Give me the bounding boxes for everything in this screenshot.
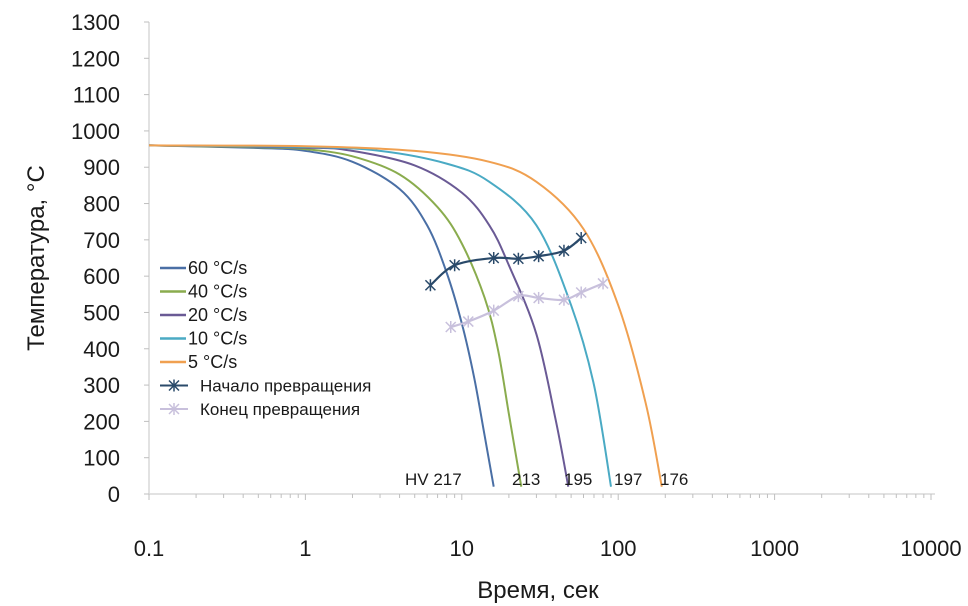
hv-annotation-1: 213 bbox=[512, 470, 540, 489]
x-tick-label: 0.1 bbox=[134, 536, 165, 561]
legend-label-5: Начало превращения bbox=[200, 377, 371, 396]
hv-annotation-4: 176 bbox=[660, 470, 688, 489]
series-point-6 bbox=[558, 293, 570, 306]
hv-annotation-2: 195 bbox=[564, 470, 592, 489]
legend-label-4: 5 °C/s bbox=[188, 352, 237, 372]
axis-ticks bbox=[144, 21, 932, 500]
series-point-6 bbox=[462, 315, 474, 328]
series-line-5 bbox=[429, 237, 582, 287]
hardness-annotations: HV 217 213 195 197 176 bbox=[405, 470, 688, 489]
y-tick-label: 1200 bbox=[71, 46, 120, 71]
series-point-6 bbox=[445, 320, 457, 333]
y-tick-labels: 0 100 200 300 400 500 600 700 800 900 1000 1100 1200… bbox=[71, 10, 120, 507]
series-point-5 bbox=[424, 279, 436, 292]
series-point-6 bbox=[533, 291, 545, 304]
y-tick-label: 1000 bbox=[71, 119, 120, 144]
x-axis-label: Время, сек bbox=[477, 577, 599, 604]
series-point-5 bbox=[533, 250, 545, 263]
legend-label-0: 60 °C/s bbox=[188, 258, 247, 278]
legend-marker-5 bbox=[168, 379, 180, 392]
x-tick-label: 10 bbox=[450, 536, 474, 561]
series-point-5 bbox=[575, 232, 587, 245]
y-tick-label: 500 bbox=[83, 300, 120, 325]
series-point-5 bbox=[449, 259, 461, 272]
x-tick-label: 1000 bbox=[750, 536, 799, 561]
y-tick-label: 900 bbox=[83, 155, 120, 180]
y-tick-label: 1100 bbox=[73, 83, 120, 108]
y-tick-label: 1300 bbox=[71, 10, 120, 35]
series-point-6 bbox=[488, 304, 500, 317]
series-point-6 bbox=[575, 286, 587, 299]
series-point-6 bbox=[512, 290, 524, 303]
y-tick-label: 400 bbox=[83, 337, 120, 362]
legend-label-2: 20 °C/s bbox=[188, 305, 247, 325]
y-tick-label: 300 bbox=[83, 373, 120, 398]
x-tick-label: 10000 bbox=[900, 536, 961, 561]
y-tick-label: 200 bbox=[83, 409, 120, 434]
legend-label-6: Конец превращения bbox=[200, 400, 360, 419]
y-tick-label: 600 bbox=[83, 264, 120, 289]
hv-annotation-3: 197 bbox=[614, 470, 642, 489]
y-tick-label: 700 bbox=[83, 228, 120, 253]
y-axis-label: Температура, °C bbox=[23, 165, 50, 351]
series-layer bbox=[148, 144, 663, 487]
series-point-5 bbox=[488, 252, 500, 264]
series-point-6 bbox=[597, 277, 609, 290]
y-tick-label: 0 bbox=[108, 482, 120, 507]
x-tick-label: 100 bbox=[600, 536, 637, 561]
hv-annotation-0: HV 217 bbox=[405, 470, 462, 489]
x-tick-label: 1 bbox=[299, 536, 311, 561]
legend-marker-6 bbox=[168, 403, 180, 415]
series-line-4 bbox=[148, 144, 663, 487]
y-tick-label: 800 bbox=[83, 192, 120, 217]
legend-label-3: 10 °C/s bbox=[188, 329, 247, 349]
x-tick-labels: 0.1 1 10 100 1000 10000 bbox=[134, 536, 962, 561]
legend: 60 °C/s 40 °C/s 20 °C/s 10 °C/s 5 °C/s Начало… bbox=[160, 258, 371, 419]
y-tick-label: 100 bbox=[83, 446, 120, 471]
legend-label-1: 40 °C/s bbox=[188, 282, 247, 302]
series-point-5 bbox=[512, 252, 524, 265]
series-point-5 bbox=[558, 244, 570, 257]
